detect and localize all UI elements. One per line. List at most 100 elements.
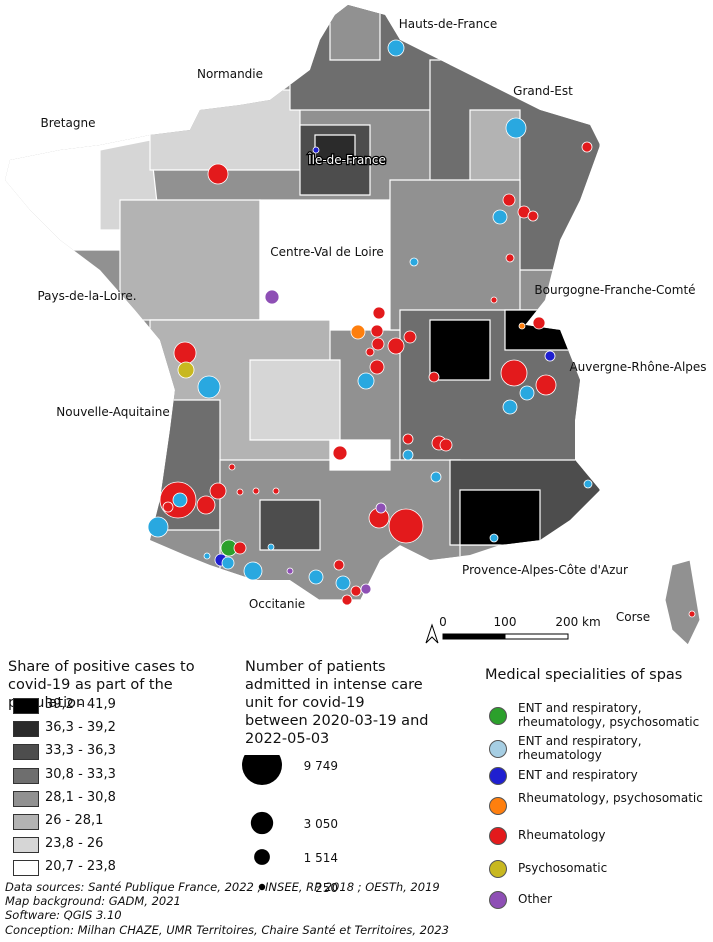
legend-label: Rheumatology, psychosomatic	[518, 791, 703, 805]
spa	[177, 361, 195, 379]
region-label: Bourgogne-Franche-Comté	[534, 283, 695, 297]
spa	[505, 253, 515, 263]
spa	[308, 569, 324, 585]
scale-label: 0	[439, 615, 447, 629]
region-label: Auvergne-Rhône-Alpes	[569, 360, 706, 374]
spa	[341, 594, 353, 606]
department	[459, 489, 541, 546]
spa	[518, 322, 526, 330]
spa	[228, 463, 236, 471]
spa	[371, 337, 385, 351]
legend-swatch	[13, 698, 39, 714]
spa	[236, 488, 244, 496]
spa	[490, 296, 498, 304]
legend-label: 23,8 - 26	[45, 836, 104, 852]
spa	[360, 583, 372, 595]
region-label: Nouvelle-Aquitaine	[56, 405, 169, 419]
legend-label: 36,3 - 39,2	[45, 720, 116, 736]
legend-label: ENT and respiratory, rheumatology, psych…	[518, 701, 700, 729]
region-label: Île-de-France	[307, 152, 386, 167]
department	[329, 5, 381, 61]
spa	[544, 350, 556, 362]
spa	[489, 533, 499, 543]
spa	[500, 359, 528, 387]
legend-swatch	[489, 740, 507, 758]
spa	[209, 482, 227, 500]
legend-label: Psychosomatic	[518, 861, 608, 875]
legend-label: Rheumatology	[518, 828, 606, 842]
legend-swatch	[13, 721, 39, 738]
legend-label: ENT and respiratory, rheumatology	[518, 734, 642, 762]
spa	[162, 501, 174, 513]
legend-swatch	[13, 837, 39, 854]
department	[429, 319, 491, 381]
map: Hauts-de-France Normandie Grand-Est Bret…	[5, 5, 707, 646]
legend-swatch	[489, 860, 507, 878]
region-label: Normandie	[197, 67, 263, 81]
legend-size-label: 250	[315, 881, 338, 895]
region-label: Pays-de-la-Loire.	[37, 289, 136, 303]
legend-swatch	[489, 891, 507, 909]
spa	[365, 347, 375, 357]
spas	[147, 39, 696, 618]
scale-label: 100	[494, 615, 517, 629]
spa	[221, 556, 235, 570]
spa	[527, 210, 539, 222]
spa	[203, 552, 211, 560]
legend-size-circle	[254, 849, 270, 865]
spa	[502, 193, 516, 207]
spa	[688, 610, 696, 618]
spa	[492, 209, 508, 225]
spa	[147, 516, 169, 538]
spa	[370, 324, 384, 338]
spa	[439, 438, 453, 452]
legend-label: 26 - 28,1	[45, 813, 104, 828]
legend-swatch	[489, 827, 507, 845]
spa	[387, 39, 405, 57]
department	[329, 439, 391, 471]
scale-label: 200 km	[555, 615, 600, 629]
spa	[207, 163, 229, 185]
region-label: Hauts-de-France	[399, 17, 498, 31]
legend-size-circle	[258, 883, 266, 891]
department	[504, 309, 571, 351]
spa	[350, 585, 362, 597]
legend-size-circle	[242, 755, 282, 785]
legend-title: Number of patients admitted in intense c…	[245, 659, 429, 747]
legend-swatch	[489, 767, 507, 785]
spa	[409, 257, 419, 267]
spa	[233, 541, 247, 555]
spa	[502, 399, 518, 415]
legend-label: 33,3 - 36,3	[45, 743, 116, 759]
spa	[172, 492, 188, 508]
legend-swatch	[489, 797, 507, 815]
spa	[197, 375, 221, 399]
source-line: Conception: Milhan CHAZE, UMR Territoire…	[5, 922, 449, 937]
legend-label: 28,1 - 30,8	[45, 789, 116, 805]
department	[149, 89, 301, 171]
spa	[333, 559, 345, 571]
legend-label: 30,8 - 33,3	[45, 766, 116, 782]
spa	[272, 487, 280, 495]
spa	[402, 449, 414, 461]
spa	[402, 433, 414, 445]
legend-sizes: 9 749 3 050 1 514 250	[242, 755, 338, 895]
legend-swatch	[13, 767, 39, 784]
legend-swatch	[489, 707, 507, 725]
spa	[350, 324, 366, 340]
source-line: Map background: GADM, 2021	[5, 894, 181, 909]
region-label: Occitanie	[249, 597, 305, 611]
region-label: Provence-Alpes-Côte d'Azur	[462, 563, 628, 577]
region-label: Grand-Est	[513, 84, 573, 98]
legend-size-circle	[250, 811, 274, 835]
region-label: Corse	[616, 610, 650, 624]
legend-size-label: 1 514	[304, 851, 338, 865]
spa	[583, 479, 593, 489]
spa	[505, 117, 527, 139]
legend-label: 20,7 - 23,8	[45, 859, 116, 875]
spa	[428, 371, 440, 383]
legend-label: 39,2 - 41,9	[45, 697, 116, 712]
spa	[267, 543, 275, 551]
legend-size-label: 9 749	[304, 759, 338, 773]
